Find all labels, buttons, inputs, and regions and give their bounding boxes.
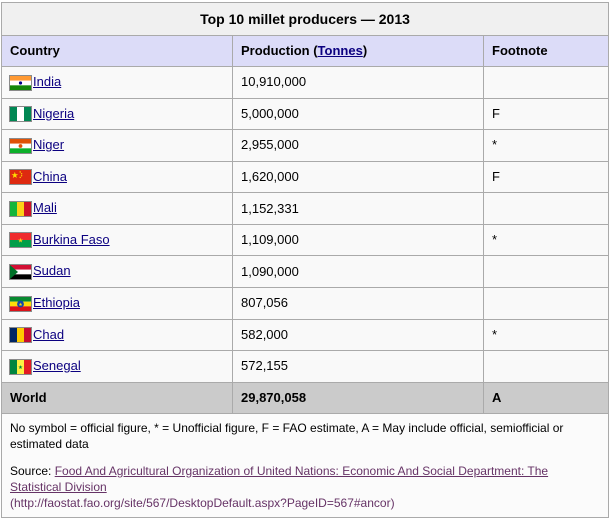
footnote-cell	[482, 255, 610, 288]
burkina-faso-flag-icon: ★	[9, 232, 32, 249]
table-row: Chad 582,000 *	[1, 318, 610, 352]
country-cell: ★ Ethiopia	[1, 286, 233, 320]
chad-flag-icon	[9, 327, 32, 344]
country-cell: Chad	[1, 318, 233, 352]
production-cell: 1,152,331	[232, 192, 484, 225]
world-total-row: World 29,870,058 A	[1, 381, 610, 414]
table-row: Niger 2,955,000 *	[1, 129, 610, 162]
column-header-production: Production (Tonnes)	[232, 35, 484, 67]
production-cell: 572,155	[232, 350, 484, 383]
country-cell: ★ Burkina Faso	[1, 223, 233, 257]
production-header-suffix: )	[362, 43, 368, 58]
source-link[interactable]: Food And Agricultural Organization of Un…	[10, 463, 549, 494]
country-link[interactable]: Senegal	[33, 358, 81, 374]
table-row: Mali 1,152,331	[1, 192, 610, 225]
country-link[interactable]: Ethiopia	[33, 294, 80, 310]
svg-text:★: ★	[18, 238, 24, 245]
svg-text:★: ★	[11, 170, 19, 180]
footnote-cell: *	[482, 223, 610, 257]
column-header-footnote: Footnote	[482, 35, 610, 67]
footnote-cell	[482, 350, 610, 383]
country-link[interactable]: Nigeria	[33, 105, 75, 121]
table-row: Nigeria 5,000,000 F	[1, 97, 610, 131]
production-cell: 10,910,000	[232, 66, 484, 99]
country-link[interactable]: Sudan	[33, 263, 71, 279]
footnote-cell: F	[482, 160, 610, 194]
country-cell: India	[1, 66, 233, 99]
table-row: India 10,910,000	[1, 66, 610, 99]
table-row: ★ Ethiopia 807,056	[1, 286, 610, 320]
production-cell: 1,109,000	[232, 223, 484, 257]
svg-text:★: ★	[18, 365, 23, 371]
country-link[interactable]: Niger	[33, 137, 65, 153]
niger-flag-icon	[9, 137, 32, 154]
country-cell: Mali	[1, 192, 233, 225]
production-cell: 807,056	[232, 286, 484, 320]
production-cell: 1,090,000	[232, 255, 484, 288]
footnote-cell	[482, 66, 610, 99]
footnote-cell: *	[482, 318, 610, 352]
country-link[interactable]: Mali	[33, 200, 57, 216]
table-row: ★ Burkina Faso 1,109,000 *	[1, 223, 610, 257]
footer-cell: No symbol = official figure, * = Unoffic…	[0, 412, 610, 518]
country-cell: Nigeria	[1, 97, 233, 131]
source-url: (http://faostat.fao.org/site/567/Desktop…	[10, 495, 395, 510]
world-label: World	[1, 381, 233, 414]
title-row: Top 10 millet producers — 2013	[0, 2, 610, 36]
header-row: Country Production (Tonnes) Footnote	[1, 35, 610, 67]
footnote-cell	[482, 192, 610, 225]
footnote-legend: No symbol = official figure, * = Unoffic…	[10, 420, 564, 451]
world-footnote: A	[482, 381, 610, 414]
mali-flag-icon	[9, 200, 32, 217]
production-cell: 5,000,000	[232, 97, 484, 131]
table-row: ★ China 1,620,000 F	[1, 160, 610, 194]
svg-text:★: ★	[18, 301, 22, 307]
source-line: Source: Food And Agricultural Organizati…	[10, 463, 600, 511]
column-header-country: Country	[1, 35, 233, 67]
production-cell: 1,620,000	[232, 160, 484, 194]
footnote-cell: *	[482, 129, 610, 162]
country-link[interactable]: India	[33, 74, 62, 89]
footnote-cell	[482, 286, 610, 320]
country-link[interactable]: China	[33, 168, 67, 184]
nigeria-flag-icon	[9, 106, 32, 123]
country-cell: ★ Senegal	[1, 350, 233, 383]
world-production: 29,870,058	[232, 381, 484, 414]
senegal-flag-icon: ★	[9, 358, 32, 375]
table-title: Top 10 millet producers — 2013	[0, 2, 610, 36]
tonnes-link[interactable]: Tonnes	[317, 43, 363, 58]
table-row: ★ Senegal 572,155	[1, 350, 610, 383]
china-flag-icon: ★	[9, 169, 32, 186]
sudan-flag-icon	[9, 263, 32, 280]
production-cell: 2,955,000	[232, 129, 484, 162]
footer-row: No symbol = official figure, * = Unoffic…	[0, 412, 610, 518]
source-label: Source:	[10, 463, 52, 478]
production-header-prefix: Production (	[241, 43, 318, 58]
country-cell: Niger	[1, 129, 233, 162]
country-cell: Sudan	[1, 255, 233, 288]
country-link[interactable]: Burkina Faso	[33, 231, 110, 247]
production-cell: 582,000	[232, 318, 484, 352]
ethiopia-flag-icon: ★	[9, 295, 32, 312]
country-cell: ★ China	[1, 160, 233, 194]
footnote-cell: F	[482, 97, 610, 131]
country-link[interactable]: Chad	[33, 326, 65, 342]
table-row: Sudan 1,090,000	[1, 255, 610, 288]
india-flag-icon	[9, 74, 32, 91]
